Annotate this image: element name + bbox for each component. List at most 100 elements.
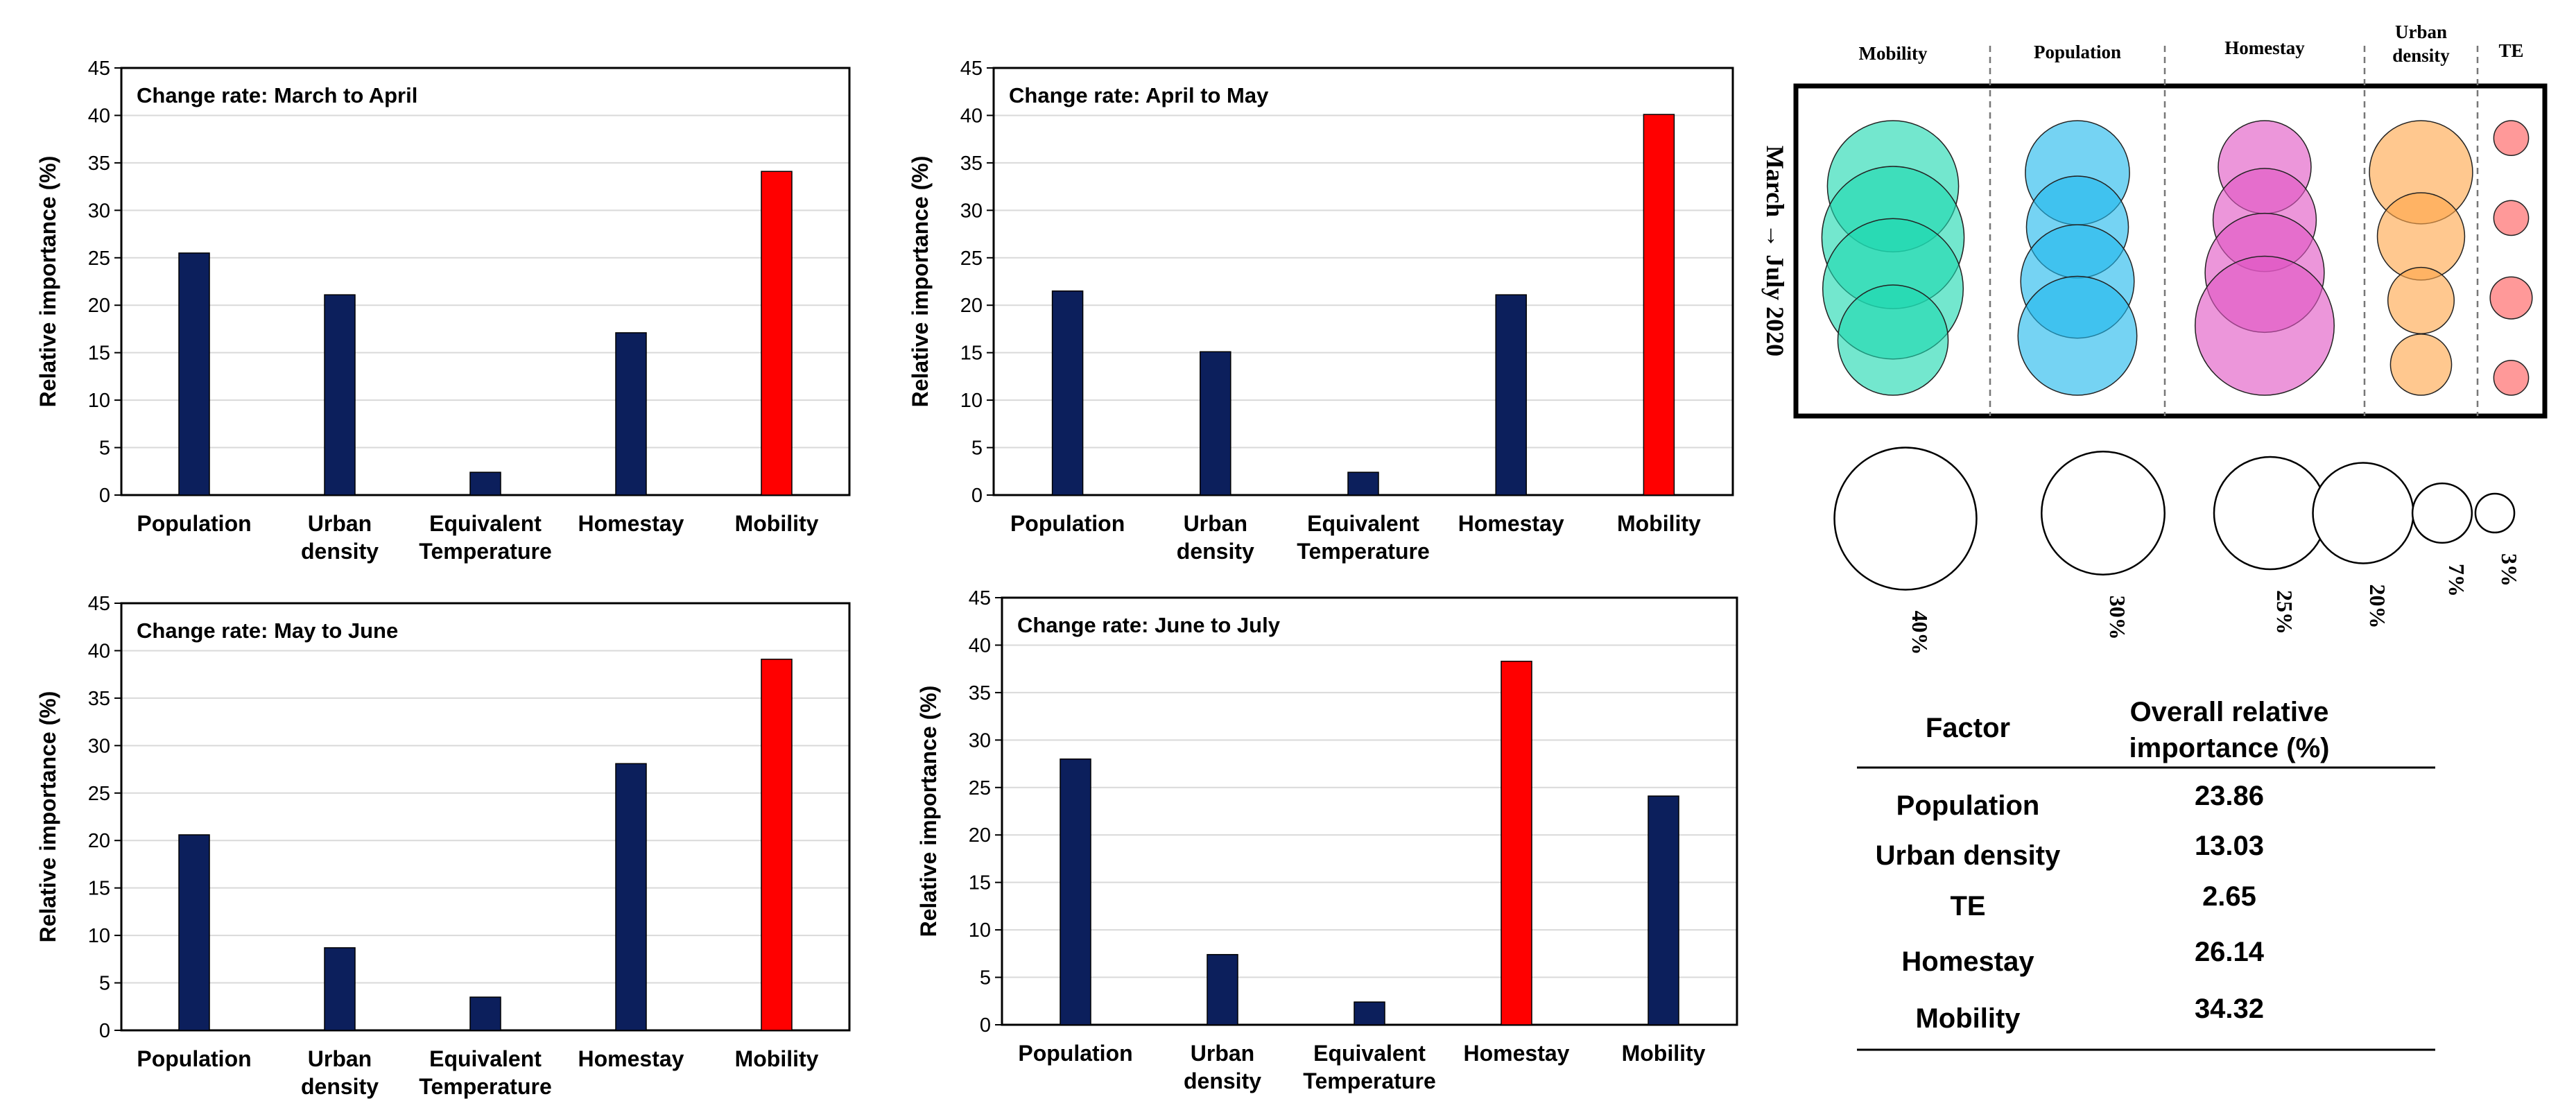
bubble-column-header: TE	[2498, 40, 2523, 61]
y-axis-label: Relative importance (%)	[908, 156, 933, 408]
y-tick-label: 45	[88, 58, 110, 80]
y-tick-label: 45	[960, 58, 983, 80]
bar-population	[1051, 290, 1084, 496]
bar-chart-4: 0 5 10 15 20 25 30 35 40 45 Population Urban density…	[916, 587, 1738, 1093]
x-tick-label: Equivalent Temperature	[419, 1046, 551, 1099]
table-header: Factor	[1926, 713, 2010, 743]
bubble	[1837, 284, 1949, 396]
y-tick-label: 0	[971, 485, 983, 507]
table-cell-factor: Homestay	[1901, 946, 2034, 977]
y-tick-label: 30	[969, 729, 991, 752]
x-tick-label: Population	[1010, 511, 1125, 536]
bar-chart-2: 0 5 10 15 20 25 30 35 40 45 Population Urban density…	[908, 58, 1734, 564]
bubble-column-header: Population	[2034, 42, 2121, 62]
y-tick-label: 35	[969, 682, 991, 704]
bar-homestay	[615, 332, 647, 496]
y-tick-label: 35	[88, 153, 110, 175]
x-tick-label: Urban density	[1177, 511, 1254, 564]
bar-urban-density	[1207, 953, 1238, 1025]
table-cell-factor: TE	[1950, 891, 1985, 921]
bubble	[2017, 275, 2138, 396]
x-tick-label: Mobility	[735, 511, 819, 536]
y-tick-label: 0	[980, 1014, 991, 1037]
bar-mobility	[761, 659, 793, 1031]
bar-homestay	[1495, 294, 1527, 496]
bubble-column-header: Urban density	[2392, 21, 2450, 66]
y-tick-label: 40	[88, 640, 110, 662]
x-tick-label: Homestay	[1458, 511, 1564, 536]
y-tick-label: 15	[969, 872, 991, 894]
table-cell-value: 23.86	[2195, 781, 2264, 811]
y-tick-label: 15	[88, 343, 110, 365]
bar-equivalent-temperature	[1354, 1001, 1385, 1025]
x-tick-label: Homestay	[578, 511, 684, 536]
x-tick-label: Homestay	[578, 1046, 684, 1071]
y-tick-label: 20	[960, 295, 983, 317]
y-tick-label: 35	[960, 153, 983, 175]
bar-mobility	[761, 171, 793, 496]
size-legend-circle	[2041, 451, 2166, 575]
y-tick-label: 20	[88, 295, 110, 317]
plot-frame	[1001, 596, 1738, 1026]
size-legend-circle	[2474, 492, 2516, 534]
plot-frame	[120, 67, 851, 496]
y-tick-label: 45	[88, 593, 110, 615]
bubble-column-header: Homestay	[2224, 37, 2305, 58]
y-tick-label: 0	[99, 1020, 110, 1042]
y-tick-label: 40	[960, 105, 983, 127]
bar-equivalent-temperature	[1347, 471, 1379, 496]
x-tick-label: Equivalent Temperature	[1303, 1041, 1435, 1093]
y-tick-label: 40	[969, 634, 991, 657]
table-cell-value: 2.65	[2202, 881, 2256, 912]
plot-frame	[992, 67, 1734, 496]
x-tick-label: Mobility	[735, 1046, 819, 1071]
bubble	[2493, 200, 2530, 236]
bubble	[2489, 276, 2533, 320]
bar-urban-density	[324, 947, 356, 1031]
table-cell-factor: Mobility	[1915, 1003, 2021, 1034]
size-legend-label: 20%	[2365, 584, 2390, 628]
bubble-chart: Mobility Population Homestay Urban density TE…	[1761, 21, 2548, 655]
y-tick-label: 30	[88, 200, 110, 222]
size-legend-label: 40%	[1908, 610, 1933, 655]
y-tick-label: 5	[971, 438, 983, 460]
table-cell-value: 26.14	[2195, 937, 2265, 967]
x-tick-label: Population	[137, 511, 251, 536]
y-tick-label: 25	[88, 783, 110, 805]
y-tick-label: 15	[88, 878, 110, 900]
bubble	[2387, 266, 2455, 334]
table-cell-value: 13.03	[2195, 831, 2264, 861]
y-tick-label: 30	[960, 200, 983, 222]
y-tick-label: 25	[969, 777, 991, 799]
bar-urban-density	[324, 294, 356, 496]
importance-table: Factor Overall relative importance (%) Popu…	[1857, 697, 2435, 1051]
chart-title: Change rate: May to June	[137, 618, 398, 643]
size-legend-label: 3%	[2497, 553, 2522, 587]
bubble	[2389, 334, 2453, 396]
bar-chart-1: 0 5 10 15 20 25 30 35 40 45 Population Urban density…	[35, 58, 851, 564]
plot-frame	[120, 602, 851, 1032]
y-axis-label: Relative importance (%)	[35, 156, 60, 408]
size-legend-label: 25%	[2272, 590, 2297, 634]
y-tick-label: 10	[88, 390, 110, 412]
size-legend-circle	[2411, 482, 2473, 544]
size-legend-label: 7%	[2444, 564, 2469, 597]
y-tick-label: 25	[960, 248, 983, 270]
bar-population	[1060, 758, 1091, 1025]
table-cell-factor: Population	[1896, 790, 2040, 821]
x-tick-label: Equivalent Temperature	[1297, 511, 1429, 564]
y-tick-label: 20	[969, 824, 991, 847]
x-tick-label: Urban density	[1184, 1041, 1261, 1093]
bar-homestay	[1501, 660, 1532, 1025]
y-tick-label: 25	[88, 248, 110, 270]
y-axis-label: Relative importance (%)	[916, 686, 941, 937]
y-tick-label: 15	[960, 343, 983, 365]
bubble	[2493, 360, 2530, 396]
bar-equivalent-temperature	[469, 996, 501, 1031]
table-header: Overall relative importance (%)	[2129, 697, 2330, 763]
y-tick-label: 10	[960, 390, 983, 412]
table-cell-factor: Urban density	[1876, 840, 2061, 871]
size-legend-circle	[2312, 462, 2414, 564]
chart-title: Change rate: June to July	[1017, 613, 1281, 637]
y-tick-label: 30	[88, 735, 110, 757]
